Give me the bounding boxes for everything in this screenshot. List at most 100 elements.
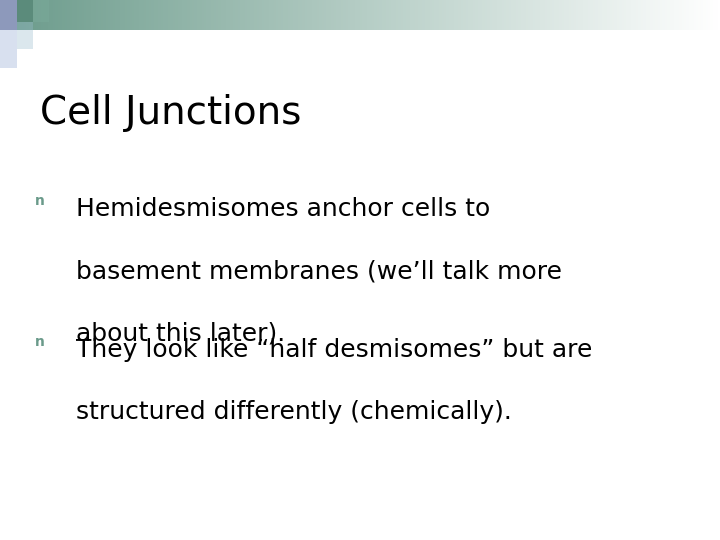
Bar [333,0,337,30]
Bar [209,0,212,30]
Bar [461,0,464,30]
Bar [115,0,118,30]
Bar [199,0,202,30]
Bar [574,0,577,30]
Bar [297,0,301,30]
Bar [379,0,382,30]
Bar [178,0,181,30]
Bar [151,0,154,30]
Bar [631,0,634,30]
Text: Hemidesmisomes anchor cells to: Hemidesmisomes anchor cells to [76,197,490,221]
Bar [103,0,107,30]
Bar [526,0,528,30]
Bar [247,0,251,30]
Bar [315,0,318,30]
Bar [163,0,166,30]
Bar [624,0,627,30]
Bar [101,0,104,30]
Bar [343,0,346,30]
Bar [110,0,114,30]
Bar [86,0,89,30]
Bar [22,0,24,30]
Bar [238,0,240,30]
Bar [185,0,188,30]
Bar [324,0,327,30]
Bar [480,0,483,30]
Bar [322,0,325,30]
Bar [189,0,193,30]
Bar [223,0,226,30]
Bar [202,0,204,30]
Bar [254,0,258,30]
Bar [204,0,207,30]
Bar [17,22,33,49]
Bar [139,0,143,30]
Bar [67,0,71,30]
Bar [329,0,332,30]
Bar [711,0,714,30]
Bar [228,0,231,30]
Bar [221,0,224,30]
Bar [504,0,507,30]
Bar [389,0,392,30]
Bar [509,0,512,30]
Bar [439,0,442,30]
Bar [410,0,413,30]
Bar [365,0,368,30]
Bar [495,0,498,30]
Bar [166,0,168,30]
Bar [276,0,279,30]
Bar [135,0,138,30]
Bar [269,0,272,30]
Bar [684,0,687,30]
Bar [161,0,164,30]
Bar [562,0,564,30]
Text: n: n [35,335,45,349]
Bar [175,0,179,30]
Bar [689,0,692,30]
Bar [132,0,135,30]
Bar [29,0,32,30]
Bar [214,0,217,30]
Bar [288,0,291,30]
Bar [146,0,150,30]
Bar [607,0,611,30]
Bar [715,0,719,30]
Bar [576,0,579,30]
Bar [27,0,30,30]
Bar [485,0,488,30]
Bar [581,0,584,30]
Bar [634,0,636,30]
Bar [446,0,449,30]
Bar [626,0,629,30]
Bar [463,0,467,30]
Bar [549,0,553,30]
Bar [502,0,505,30]
Bar [348,0,351,30]
Bar [45,0,49,30]
Bar [317,0,320,30]
Bar [120,0,123,30]
Bar [281,0,284,30]
Bar [41,0,44,30]
Bar [384,0,387,30]
Bar [535,0,539,30]
Bar [355,0,359,30]
Bar [662,0,665,30]
Bar [706,0,708,30]
Bar [194,0,197,30]
Bar [511,0,514,30]
Bar [374,0,377,30]
Bar [274,0,276,30]
Bar [17,0,20,30]
Bar [12,0,15,30]
Bar [96,0,99,30]
Bar [305,0,308,30]
Bar [50,0,53,30]
Bar [31,0,35,30]
Bar [542,0,546,30]
Text: basement membranes (we’ll talk more: basement membranes (we’ll talk more [76,259,562,283]
Bar [691,0,694,30]
Bar [233,0,236,30]
Bar [686,0,690,30]
